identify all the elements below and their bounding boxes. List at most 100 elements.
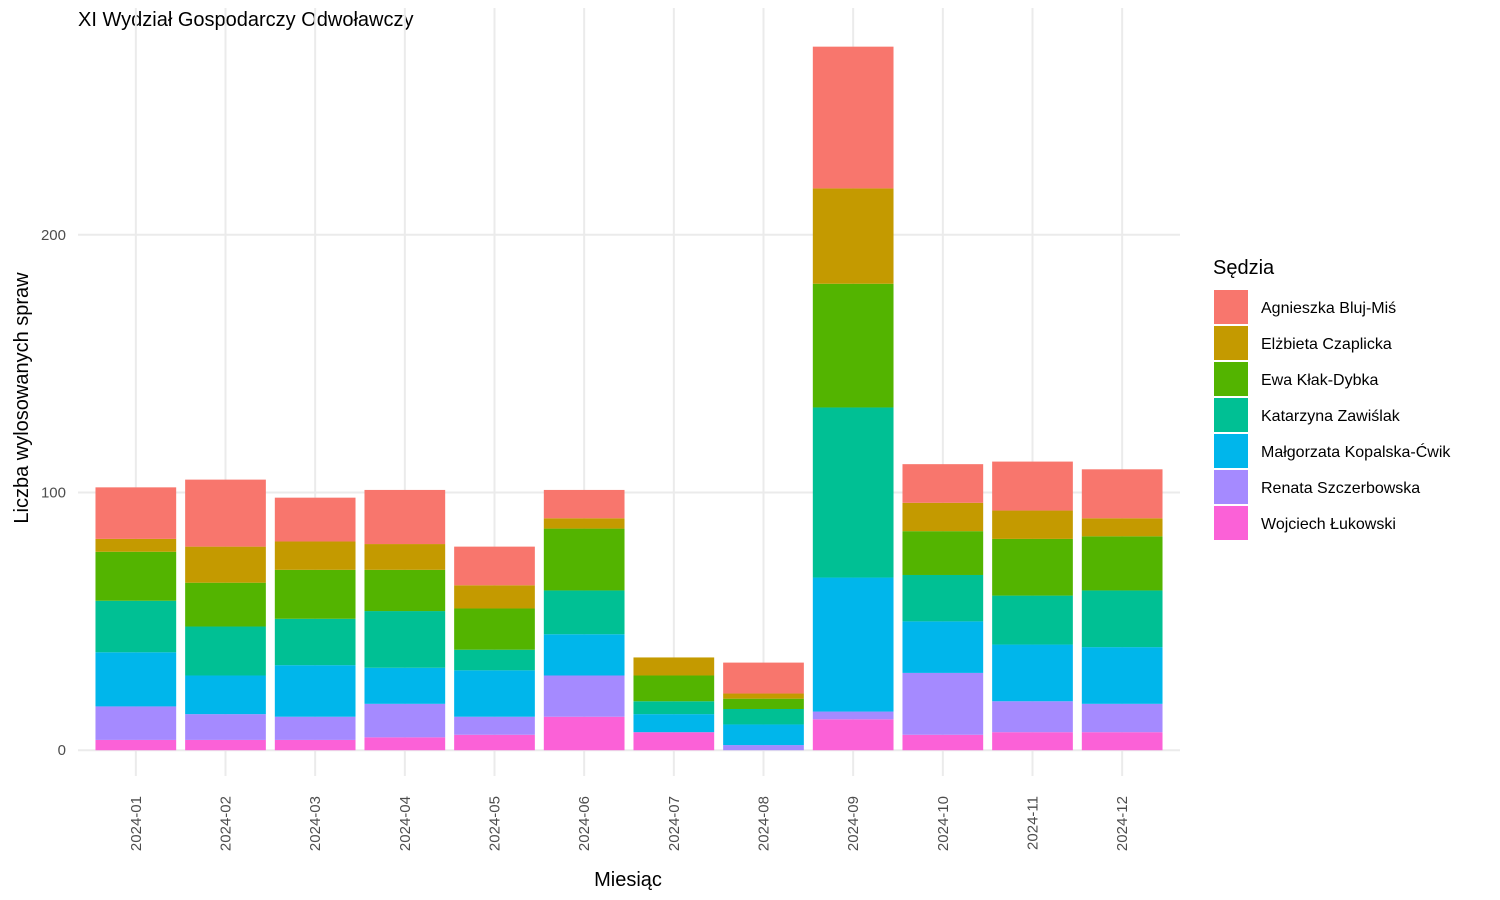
bar-segment <box>454 734 535 751</box>
bar-segment <box>543 528 625 591</box>
bar-segment <box>1081 469 1163 519</box>
bar-segment <box>185 582 266 627</box>
bar-segment <box>543 590 625 635</box>
legend-title: Sędzia <box>1213 257 1275 279</box>
bar-segment <box>812 577 894 712</box>
bar-segment <box>723 662 804 694</box>
bar-segment <box>454 608 535 650</box>
bar-segment <box>95 652 177 707</box>
bar-segment <box>1081 536 1163 591</box>
y-axis-title: Liczba wylosowanych spraw <box>11 272 33 524</box>
x-tick-label: 2024-10 <box>935 796 952 851</box>
bar-segment <box>95 538 177 552</box>
bar-segment <box>185 626 266 676</box>
bar-segment <box>902 464 984 503</box>
bar-segment <box>633 714 715 733</box>
x-tick-label: 2024-02 <box>218 796 235 851</box>
x-tick-label: 2024-05 <box>487 796 504 851</box>
x-tick-label: 2024-07 <box>666 796 683 851</box>
bar-segment <box>1081 703 1163 733</box>
legend-key <box>1214 506 1248 540</box>
x-tick-label: 2024-08 <box>756 796 773 851</box>
x-tick-label: 2024-04 <box>397 796 414 851</box>
bar-segment <box>274 739 356 751</box>
bar-segment <box>902 574 984 622</box>
bar-segment <box>543 518 625 529</box>
y-tick-label: 100 <box>41 485 66 502</box>
bar-segment <box>723 693 804 699</box>
bar-segment <box>95 551 177 601</box>
bar-segment <box>1081 590 1163 648</box>
bar-segment <box>633 732 715 751</box>
legend-label: Renata Szczerbowska <box>1261 480 1420 497</box>
legend-key <box>1214 290 1248 324</box>
bar-segment <box>633 701 715 715</box>
bar-segment <box>364 667 446 704</box>
bar-segment <box>992 595 1073 645</box>
bar-segment <box>364 569 446 612</box>
legend-key <box>1214 434 1248 468</box>
bar-segment <box>543 634 625 676</box>
legend-key <box>1214 470 1248 504</box>
bar-segment <box>992 538 1073 596</box>
bar-segment <box>812 407 894 578</box>
bar-segment <box>95 600 177 653</box>
bar-segment <box>1081 647 1163 704</box>
legend-label: Agnieszka Bluj-Miś <box>1261 300 1396 317</box>
bar-segment <box>274 497 356 542</box>
bar-segment <box>543 489 625 519</box>
bar-segment <box>364 611 446 668</box>
bar-segment <box>902 734 984 751</box>
x-axis-title: Miesiąc <box>594 869 662 891</box>
bar-segment <box>812 188 894 284</box>
bar-segment <box>812 719 894 751</box>
x-tick-label: 2024-09 <box>845 796 862 851</box>
bar-segment <box>633 657 715 676</box>
bar-segment <box>723 708 804 725</box>
bar-segment <box>185 546 266 583</box>
bar-segment <box>723 724 804 746</box>
x-tick-label: 2024-06 <box>576 796 593 851</box>
legend-label: Małgorzata Kopalska-Ćwik <box>1261 442 1451 461</box>
bar-segment <box>633 675 715 702</box>
chart-title: XI Wydział Gospodarczy Odwoławczy <box>78 9 414 31</box>
y-axis-ticks: 0 100 200 <box>41 227 66 759</box>
bar-segment <box>95 739 177 751</box>
bar-segment <box>185 739 266 751</box>
bar-segment <box>274 541 356 570</box>
bar-segment <box>364 489 446 545</box>
bar-segment <box>364 703 446 738</box>
bar-segment <box>902 621 984 673</box>
bar-segment <box>543 675 625 717</box>
bar-segment <box>812 283 894 408</box>
bar-segment <box>454 585 535 609</box>
bar-segment <box>1081 518 1163 537</box>
bar-segment <box>454 546 535 586</box>
legend-label: Wojciech Łukowski <box>1261 516 1396 533</box>
legend-key <box>1214 398 1248 432</box>
bar-segment <box>274 569 356 619</box>
legend-label: Katarzyna Zawiślak <box>1261 408 1401 425</box>
bar-segment <box>1081 732 1163 751</box>
x-axis-ticks: 2024-01 2024-02 2024-03 2024-04 2024-05 2024-… <box>128 796 1131 851</box>
x-tick-label: 2024-11 <box>1025 796 1042 850</box>
bar-segment <box>95 487 177 539</box>
bar-segment <box>992 644 1073 702</box>
legend-key <box>1214 362 1248 396</box>
bar-segment <box>723 698 804 709</box>
bar-segment <box>364 544 446 570</box>
bars-layer <box>95 46 1163 751</box>
y-tick-label: 0 <box>58 742 66 759</box>
bar-segment <box>454 716 535 735</box>
x-tick-label: 2024-01 <box>128 796 145 851</box>
bar-segment <box>95 706 177 740</box>
bar-segment <box>274 665 356 717</box>
bar-segment <box>812 46 894 189</box>
bar-segment <box>185 479 266 547</box>
bar-segment <box>812 711 894 720</box>
bar-segment <box>723 745 804 751</box>
bar-segment <box>274 618 356 666</box>
bar-segment <box>902 531 984 575</box>
bar-segment <box>185 675 266 715</box>
